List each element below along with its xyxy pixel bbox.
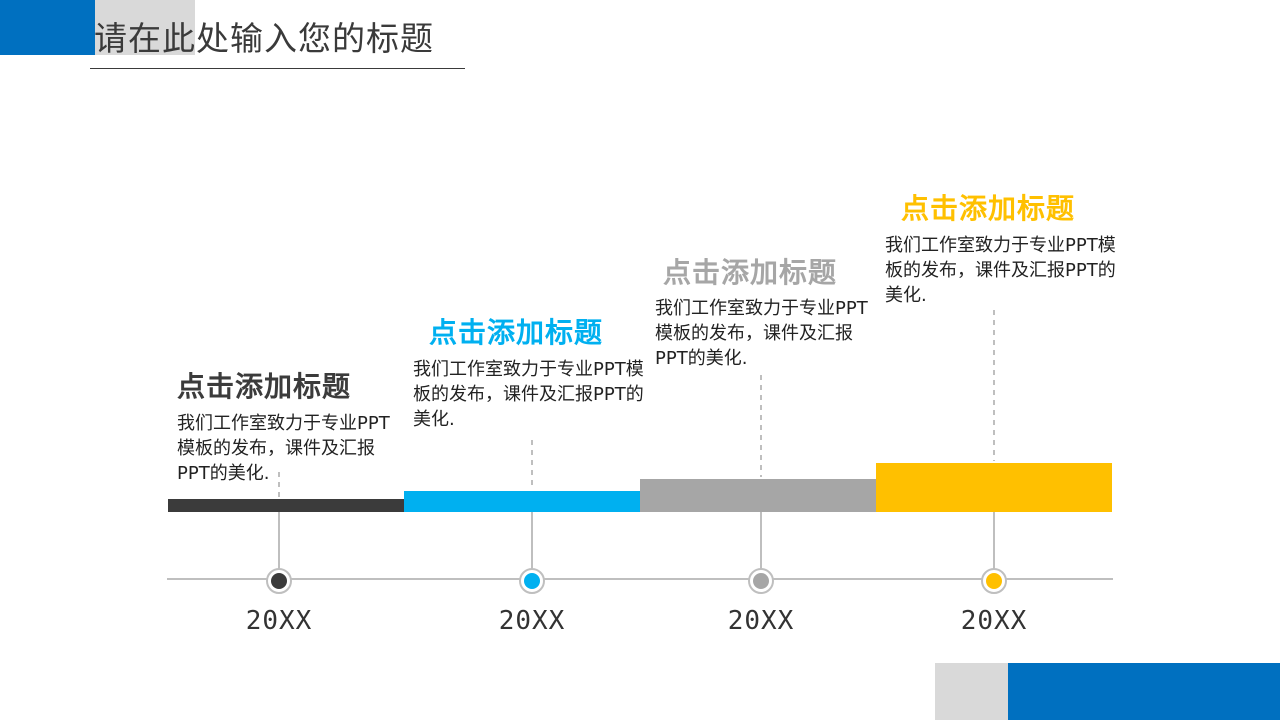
page-title[interactable]: 请在此处输入您的标题 <box>94 19 434 58</box>
stage-2-title[interactable]: 点击添加标题 <box>429 316 604 349</box>
corner-decoration-gray <box>935 663 1010 720</box>
stage-1-title[interactable]: 点击添加标题 <box>177 370 352 403</box>
title-underline <box>90 68 465 69</box>
timeline-marker-dot <box>753 573 769 589</box>
stage-2-description[interactable]: 我们工作室致力于专业PPT模板的发布，课件及汇报PPT的美化. <box>413 359 644 430</box>
corner-decoration-blue <box>1008 663 1280 720</box>
timeline-marker-dot <box>986 573 1002 589</box>
stage-bar-1 <box>168 499 404 512</box>
stage-bar-2 <box>404 491 640 512</box>
stage-3-year: 20XX <box>727 606 795 636</box>
timeline-marker-dot <box>271 573 287 589</box>
stage-4-title[interactable]: 点击添加标题 <box>901 192 1076 225</box>
stage-3-description[interactable]: 我们工作室致力于专业PPT模板的发布，课件及汇报PPT的美化. <box>655 298 868 369</box>
corner-decoration-blue <box>0 0 95 55</box>
stage-1-description[interactable]: 我们工作室致力于专业PPT模板的发布，课件及汇报PPT的美化. <box>177 413 390 484</box>
corner-decoration-gray <box>95 0 195 55</box>
stage-bar-3 <box>640 479 876 512</box>
stage-4-year: 20XX <box>960 606 1028 636</box>
stage-3-title[interactable]: 点击添加标题 <box>663 256 838 289</box>
stage-4-description[interactable]: 我们工作室致力于专业PPT模板的发布，课件及汇报PPT的美化. <box>885 235 1116 306</box>
stage-1-year: 20XX <box>245 606 313 636</box>
stage-2-year: 20XX <box>498 606 566 636</box>
timeline-marker-dot <box>524 573 540 589</box>
stage-bar-4 <box>876 463 1112 512</box>
